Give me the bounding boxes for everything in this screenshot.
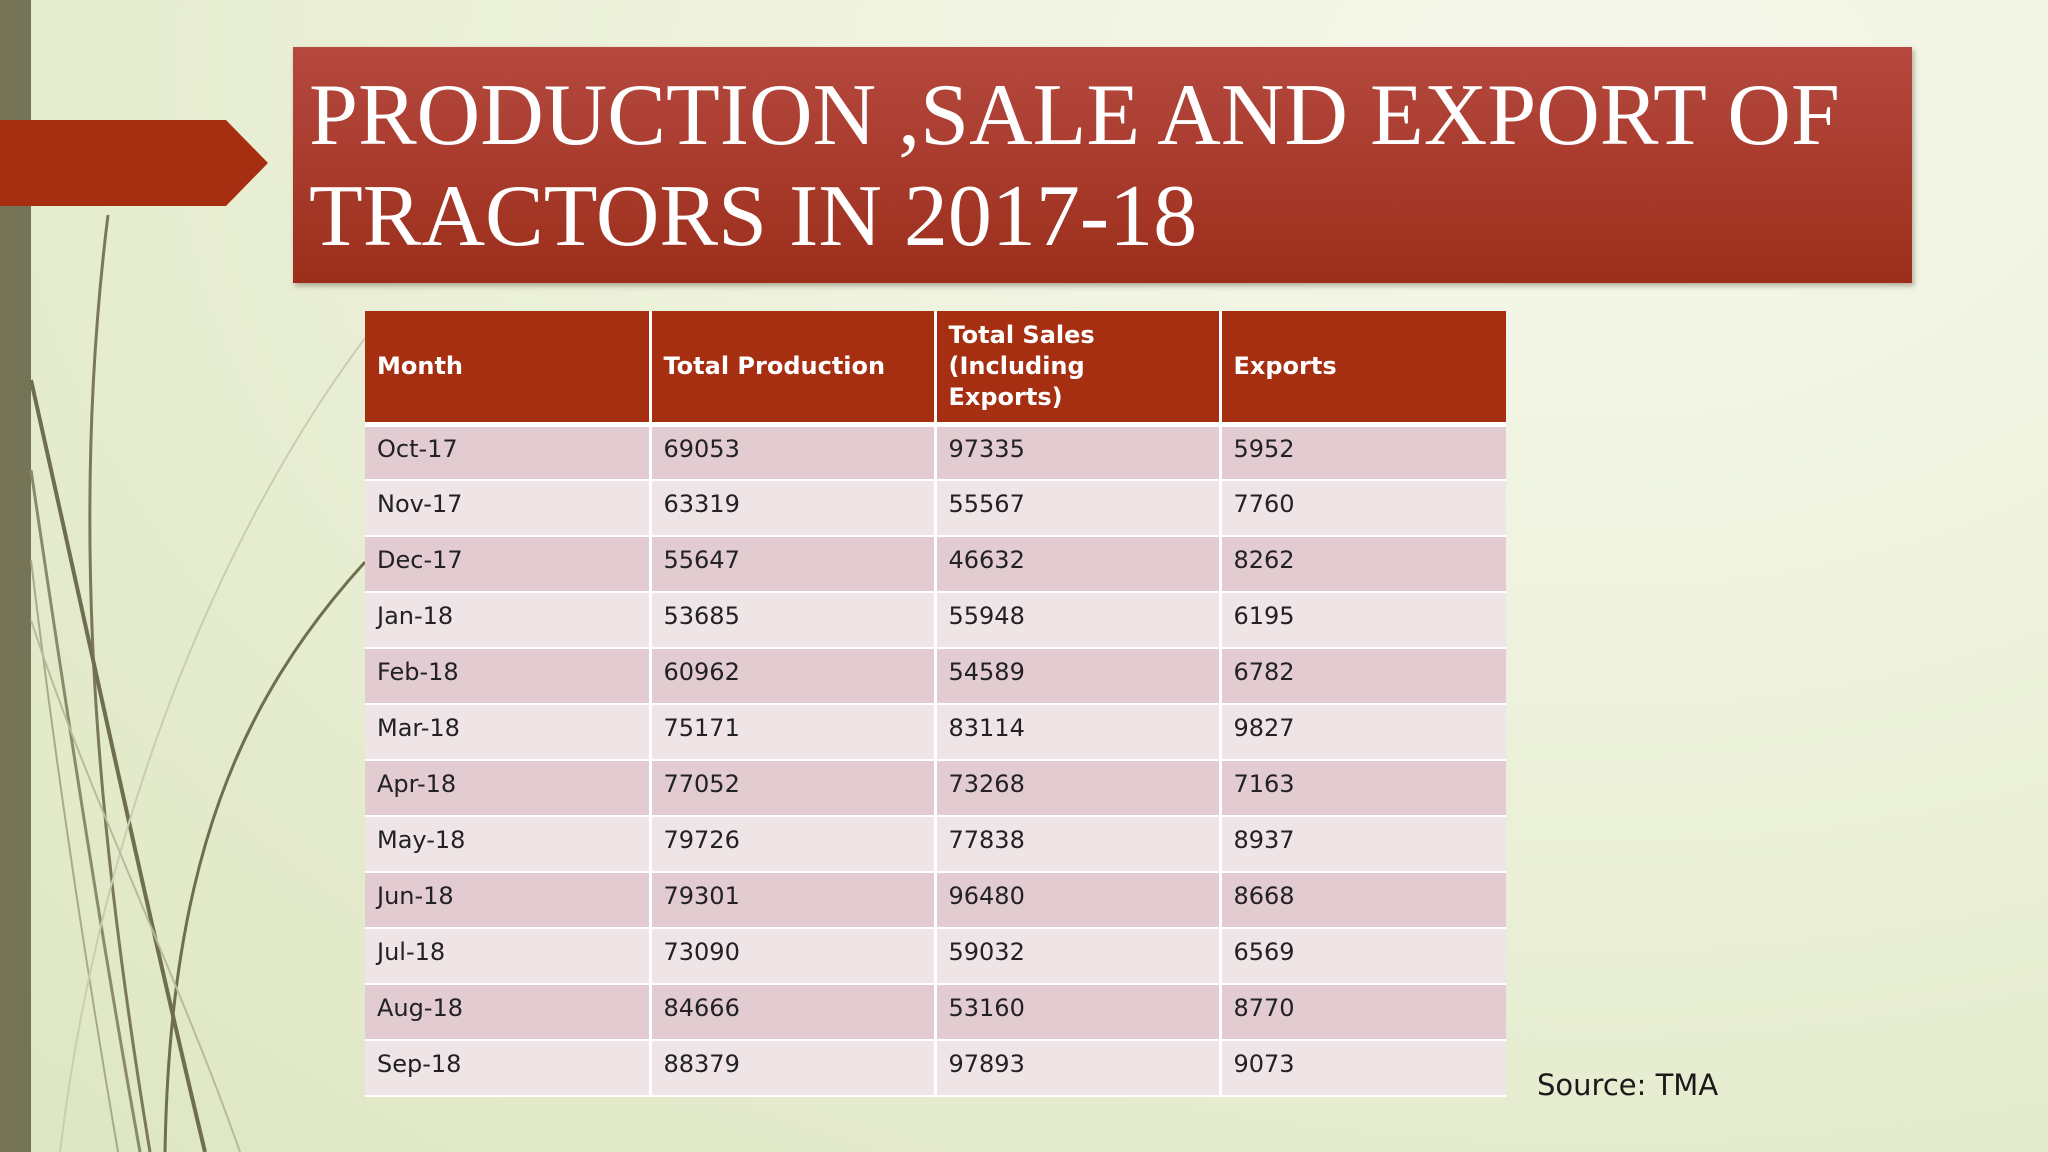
table-row: Apr-18 77052 73268 7163 [365, 760, 1506, 817]
cell-month: Sep-18 [365, 1040, 652, 1097]
header-total-sales: Total Sales (Including Exports) [935, 311, 1222, 427]
cell-production: 77052 [650, 760, 937, 817]
title-banner: PRODUCTION ,SALE AND EXPORT OF TRACTORS … [293, 47, 1912, 283]
cell-production: 60962 [650, 648, 937, 705]
cell-exports: 8937 [1220, 816, 1506, 873]
table-row: Aug-18 84666 53160 8770 [365, 984, 1506, 1041]
cell-month: Dec-17 [365, 536, 652, 593]
table-row: Jan-18 53685 55948 6195 [365, 592, 1506, 649]
cell-sales: 46632 [935, 536, 1222, 593]
cell-exports: 6782 [1220, 648, 1506, 705]
cell-month: May-18 [365, 816, 652, 873]
table-header-row: Month Total Production Total Sales (Incl… [365, 311, 1506, 427]
cell-month: Apr-18 [365, 760, 652, 817]
cell-sales: 83114 [935, 704, 1222, 761]
cell-exports: 5952 [1220, 424, 1506, 481]
table-row: Feb-18 60962 54589 6782 [365, 648, 1506, 705]
cell-month: Oct-17 [365, 424, 652, 481]
cell-production: 69053 [650, 424, 937, 481]
table-row: Mar-18 75171 83114 9827 [365, 704, 1506, 761]
source-note: Source: TMA [1537, 1068, 1719, 1102]
cell-month: Feb-18 [365, 648, 652, 705]
cell-production: 75171 [650, 704, 937, 761]
decorative-grass-strokes [29, 214, 367, 1152]
cell-production: 53685 [650, 592, 937, 649]
cell-exports: 9073 [1220, 1040, 1506, 1097]
cell-sales: 54589 [935, 648, 1222, 705]
table-row: Dec-17 55647 46632 8262 [365, 536, 1506, 593]
cell-production: 55647 [650, 536, 937, 593]
table-row: Nov-17 63319 55567 7760 [365, 480, 1506, 537]
cell-production: 88379 [650, 1040, 937, 1097]
table-row: Jul-18 73090 59032 6569 [365, 928, 1506, 985]
cell-production: 63319 [650, 480, 937, 537]
header-month: Month [365, 311, 652, 427]
cell-month: Nov-17 [365, 480, 652, 537]
table-row: Oct-17 69053 97335 5952 [365, 424, 1506, 481]
header-exports: Exports [1220, 311, 1506, 427]
cell-sales: 59032 [935, 928, 1222, 985]
cell-sales: 77838 [935, 816, 1222, 873]
cell-sales: 97893 [935, 1040, 1222, 1097]
cell-sales: 96480 [935, 872, 1222, 929]
cell-exports: 9827 [1220, 704, 1506, 761]
cell-exports: 8770 [1220, 984, 1506, 1041]
cell-sales: 97335 [935, 424, 1222, 481]
title-arrow-tab [0, 120, 268, 206]
cell-month: Jun-18 [365, 872, 652, 929]
header-total-production: Total Production [650, 311, 937, 427]
cell-production: 79726 [650, 816, 937, 873]
cell-exports: 7163 [1220, 760, 1506, 817]
cell-production: 73090 [650, 928, 937, 985]
table-row: Sep-18 88379 97893 9073 [365, 1040, 1506, 1097]
cell-sales: 53160 [935, 984, 1222, 1041]
tractor-data-table: Month Total Production Total Sales (Incl… [365, 311, 1506, 1097]
cell-sales: 55948 [935, 592, 1222, 649]
cell-exports: 7760 [1220, 480, 1506, 537]
cell-month: Jan-18 [365, 592, 652, 649]
slide-title: PRODUCTION ,SALE AND EXPORT OF TRACTORS … [309, 67, 1840, 265]
table-row: Jun-18 79301 96480 8668 [365, 872, 1506, 929]
cell-production: 84666 [650, 984, 937, 1041]
cell-exports: 6569 [1220, 928, 1506, 985]
cell-production: 79301 [650, 872, 937, 929]
cell-month: Mar-18 [365, 704, 652, 761]
table-row: May-18 79726 77838 8937 [365, 816, 1506, 873]
cell-month: Jul-18 [365, 928, 652, 985]
cell-sales: 55567 [935, 480, 1222, 537]
cell-month: Aug-18 [365, 984, 652, 1041]
cell-exports: 6195 [1220, 592, 1506, 649]
cell-exports: 8262 [1220, 536, 1506, 593]
cell-sales: 73268 [935, 760, 1222, 817]
cell-exports: 8668 [1220, 872, 1506, 929]
